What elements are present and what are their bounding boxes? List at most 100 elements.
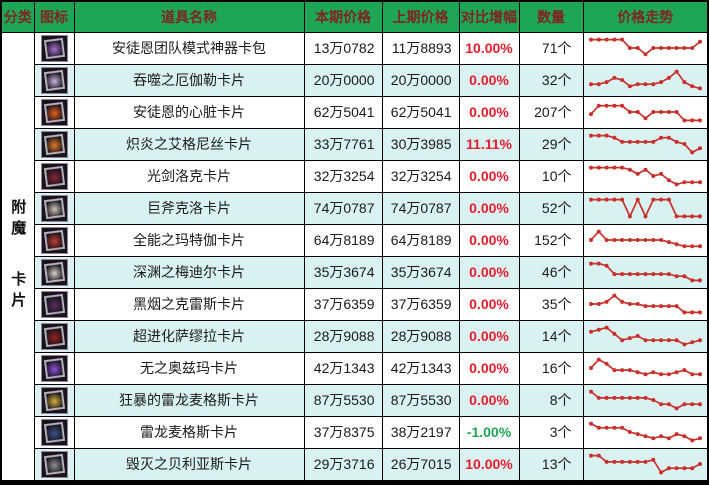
- quantity: 14个: [518, 319, 584, 353]
- current-price: 28万9088: [303, 319, 383, 353]
- table-row: 炽炎之艾格尼丝卡片 33万7761 30万3985 11.11% 29个: [1, 127, 709, 161]
- item-price-table: 分类 图标 道具名称 本期价格 上期价格 对比增幅 数量 价格走势 附魔 卡片 …: [0, 0, 709, 485]
- item-card-icon: [40, 162, 68, 190]
- change-percent: 0.00%: [458, 223, 520, 257]
- item-icon-cell: [33, 383, 75, 417]
- previous-price: 11万8893: [381, 31, 460, 65]
- price-trend-sparkline: [582, 287, 709, 321]
- item-name: 雷龙麦格斯卡片: [73, 415, 305, 449]
- quantity: 10个: [518, 159, 584, 193]
- previous-price: 32万3254: [381, 159, 460, 193]
- quantity: 152个: [518, 223, 584, 257]
- item-icon-cell: [33, 319, 75, 353]
- previous-price: 62万5041: [381, 95, 460, 129]
- current-price: 33万7761: [303, 127, 383, 161]
- item-icon-cell: [33, 95, 75, 129]
- quantity: 16个: [518, 351, 584, 385]
- price-trend-sparkline: [582, 223, 709, 257]
- item-card-icon: [40, 98, 68, 126]
- table-row: 巨斧克洛卡片 74万0787 74万0787 0.00% 52个: [1, 191, 709, 225]
- table-row: 超进化萨缪拉卡片 28万9088 28万9088 0.00% 14个: [1, 319, 709, 353]
- quantity: 3个: [518, 415, 584, 449]
- item-name: 安徒恩的心脏卡片: [73, 95, 305, 129]
- item-name: 光剑洛克卡片: [73, 159, 305, 193]
- header-row: 分类 图标 道具名称 本期价格 上期价格 对比增幅 数量 价格走势: [0, 0, 709, 33]
- current-price: 35万3674: [303, 255, 383, 289]
- item-card-icon: [40, 386, 68, 414]
- change-percent: 0.00%: [458, 287, 520, 321]
- table-row: 雷龙麦格斯卡片 37万8375 38万2197 -1.00% 3个: [1, 415, 709, 449]
- previous-price: 26万7015: [381, 447, 460, 483]
- previous-price: 35万3674: [381, 255, 460, 289]
- quantity: 46个: [518, 255, 584, 289]
- item-card-icon: [40, 418, 68, 446]
- current-price: 20万0000: [303, 63, 383, 97]
- change-percent: 0.00%: [458, 351, 520, 385]
- item-card-icon: [40, 450, 68, 478]
- price-trend-sparkline: [582, 447, 709, 483]
- category-label: 附魔 卡片: [3, 199, 33, 313]
- header-previous-price: 上期价格: [381, 0, 460, 33]
- current-price: 42万1343: [303, 351, 383, 385]
- header-category: 分类: [0, 0, 35, 33]
- change-percent: 10.00%: [458, 31, 520, 65]
- quantity: 8个: [518, 383, 584, 417]
- change-percent: 10.00%: [458, 447, 520, 483]
- quantity: 32个: [518, 63, 584, 97]
- price-trend-sparkline: [582, 415, 709, 449]
- table-row: 深渊之梅迪尔卡片 35万3674 35万3674 0.00% 46个: [1, 255, 709, 289]
- change-percent: 0.00%: [458, 63, 520, 97]
- change-percent: 0.00%: [458, 319, 520, 353]
- category-cell: 附魔 卡片: [0, 31, 35, 483]
- current-price: 87万5530: [303, 383, 383, 417]
- previous-price: 74万0787: [381, 191, 460, 225]
- item-icon-cell: [33, 255, 75, 289]
- change-percent: 0.00%: [458, 191, 520, 225]
- item-icon-cell: [33, 63, 75, 97]
- table-row: 黑烟之克雷斯卡片 37万6359 37万6359 0.00% 35个: [1, 287, 709, 321]
- price-trend-sparkline: [582, 191, 709, 225]
- previous-price: 64万8189: [381, 223, 460, 257]
- previous-price: 87万5530: [381, 383, 460, 417]
- current-price: 32万3254: [303, 159, 383, 193]
- change-percent: 0.00%: [458, 95, 520, 129]
- price-trend-sparkline: [582, 127, 709, 161]
- item-icon-cell: [33, 351, 75, 385]
- current-price: 29万3716: [303, 447, 383, 483]
- price-trend-sparkline: [582, 319, 709, 353]
- quantity: 29个: [518, 127, 584, 161]
- previous-price: 38万2197: [381, 415, 460, 449]
- price-trend-sparkline: [582, 31, 709, 65]
- item-name: 狂暴的雷龙麦格斯卡片: [73, 383, 305, 417]
- item-card-icon: [40, 322, 68, 350]
- item-icon-cell: [33, 159, 75, 193]
- item-card-icon: [40, 130, 68, 158]
- item-icon-cell: [33, 127, 75, 161]
- change-percent: -1.00%: [458, 415, 520, 449]
- header-price-trend: 价格走势: [582, 0, 709, 33]
- price-trend-sparkline: [582, 255, 709, 289]
- current-price: 37万6359: [303, 287, 383, 321]
- item-card-icon: [40, 226, 68, 254]
- header-current-price: 本期价格: [303, 0, 383, 33]
- item-name: 全能之玛特伽卡片: [73, 223, 305, 257]
- previous-price: 28万9088: [381, 319, 460, 353]
- change-percent: 11.11%: [458, 127, 520, 161]
- change-percent: 0.00%: [458, 255, 520, 289]
- item-card-icon: [40, 258, 68, 286]
- price-trend-sparkline: [582, 159, 709, 193]
- item-card-icon: [40, 66, 68, 94]
- table-row: 无之奥兹玛卡片 42万1343 42万1343 0.00% 16个: [1, 351, 709, 385]
- table-row: 狂暴的雷龙麦格斯卡片 87万5530 87万5530 0.00% 8个: [1, 383, 709, 417]
- quantity: 13个: [518, 447, 584, 483]
- item-card-icon: [40, 290, 68, 318]
- table-row: 吞噬之厄伽勒卡片 20万0000 20万0000 0.00% 32个: [1, 63, 709, 97]
- header-change: 对比增幅: [458, 0, 520, 33]
- previous-price: 30万3985: [381, 127, 460, 161]
- current-price: 74万0787: [303, 191, 383, 225]
- quantity: 71个: [518, 31, 584, 65]
- price-trend-sparkline: [582, 351, 709, 385]
- item-name: 安徒恩团队模式神器卡包: [73, 31, 305, 65]
- current-price: 64万8189: [303, 223, 383, 257]
